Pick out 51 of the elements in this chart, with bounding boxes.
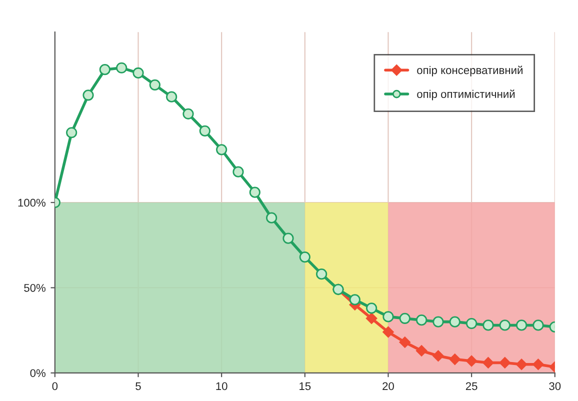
- x-tick-label: 5: [136, 382, 141, 390]
- point: [216, 144, 228, 156]
- point: [182, 108, 194, 120]
- point: [432, 350, 444, 362]
- point: [316, 268, 328, 280]
- point: [166, 91, 178, 102]
- point: [449, 354, 460, 365]
- point: [249, 186, 260, 198]
- x-tick-label: 20: [382, 382, 394, 390]
- point: [499, 320, 510, 331]
- point: [382, 326, 394, 338]
- point: [399, 312, 410, 324]
- legend-label: опір консервативний: [417, 66, 522, 76]
- point: [416, 345, 428, 356]
- point: [82, 90, 94, 101]
- point: [399, 336, 410, 348]
- point: [149, 79, 160, 90]
- point: [482, 357, 494, 368]
- point: [116, 62, 128, 74]
- point: [132, 67, 144, 79]
- point: [416, 314, 428, 326]
- point: [499, 357, 510, 368]
- point: [66, 127, 78, 138]
- point: [99, 64, 110, 76]
- point: [532, 358, 544, 370]
- point: [349, 294, 360, 306]
- point: [299, 251, 310, 263]
- point: [466, 318, 478, 330]
- y-tick-label: 50%: [24, 284, 46, 292]
- x-tick-label: 15: [300, 382, 311, 390]
- point: [516, 358, 528, 370]
- point: [432, 316, 444, 328]
- point: [366, 302, 378, 314]
- point: [482, 320, 494, 331]
- point: [516, 320, 528, 331]
- point: [199, 125, 210, 136]
- point: [266, 212, 278, 224]
- point: [449, 316, 460, 328]
- point: [532, 320, 544, 331]
- x-tick-label: 0: [52, 382, 58, 390]
- x-tick-label: 30: [549, 382, 561, 390]
- y-tick-label: 100%: [18, 198, 46, 207]
- x-tick-label: 10: [216, 382, 228, 390]
- point: [382, 311, 394, 322]
- point: [366, 312, 378, 324]
- point: [282, 232, 294, 244]
- y-tick-label: 0%: [30, 369, 46, 378]
- legend-label: опір оптимістичний: [417, 90, 515, 100]
- x-tick-label: 25: [466, 382, 478, 390]
- point: [232, 166, 244, 178]
- point: [466, 355, 478, 367]
